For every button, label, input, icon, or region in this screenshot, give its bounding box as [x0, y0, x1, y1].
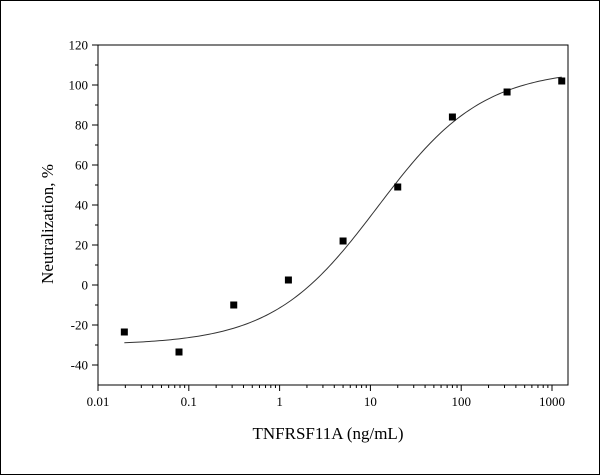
y-tick-label: -20	[71, 318, 88, 333]
data-point	[175, 348, 183, 356]
data-point	[120, 328, 128, 336]
plot-border	[97, 44, 569, 386]
y-axis: -40 -20 0 20 40 60 80 100 120	[69, 38, 98, 373]
y-tick-label: 60	[75, 158, 88, 173]
x-tick-label: 1000	[539, 394, 565, 409]
y-tick-label: 80	[75, 118, 88, 133]
y-tick-label: 0	[82, 278, 89, 293]
data-point	[394, 183, 402, 191]
y-tick-label: 100	[69, 78, 89, 93]
fit-curve	[124, 76, 562, 344]
y-tick-label: 40	[75, 198, 88, 213]
y-tick-label: 20	[75, 238, 88, 253]
x-axis-title: TNFRSF11A (ng/mL)	[253, 424, 404, 443]
y-axis-title: Neutralization, %	[38, 164, 57, 284]
data-point	[448, 113, 456, 121]
data-point	[230, 301, 238, 309]
x-axis: 0.01 0.1 1 10 100 1000	[87, 385, 565, 409]
y-tick-label: -40	[71, 358, 88, 373]
plot-area	[97, 44, 569, 386]
data-point	[558, 77, 566, 85]
data-point	[339, 237, 347, 245]
x-tick-label: 0.01	[87, 394, 110, 409]
x-tick-label: 10	[364, 394, 377, 409]
y-tick-label: 120	[69, 38, 89, 53]
x-tick-label: 100	[451, 394, 471, 409]
x-tick-label: 0.1	[181, 394, 197, 409]
x-tick-label: 1	[276, 394, 283, 409]
data-point	[284, 276, 292, 284]
data-point	[503, 88, 511, 96]
data-points	[120, 77, 566, 356]
